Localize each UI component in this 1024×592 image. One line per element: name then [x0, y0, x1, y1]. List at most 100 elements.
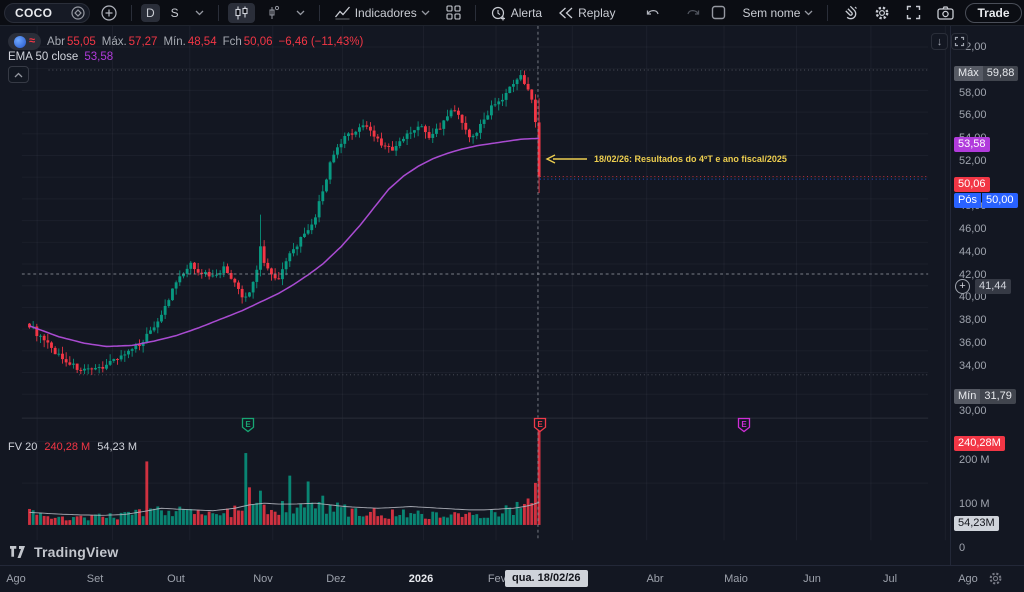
open-value: 55,05: [66, 35, 96, 48]
chevron-down-icon: [421, 10, 430, 15]
alert-clock-icon: [491, 6, 505, 20]
crosshair-price-chip: 41,44: [975, 279, 1011, 294]
volume-chip-value: 240,28M: [954, 436, 1005, 451]
svg-text:E: E: [537, 420, 543, 429]
ema-legend-row[interactable]: EMA 50 close 53,58: [8, 51, 113, 63]
chart-style-menu-button[interactable]: [291, 8, 310, 18]
gear-icon: [876, 6, 889, 19]
symbol-legend-pill[interactable]: ≈: [8, 33, 42, 50]
camera-icon: [937, 5, 955, 20]
axis-tick-label: 40,00: [959, 291, 987, 303]
reset-scale-icon: [954, 36, 965, 47]
annotation-arrow-icon: [545, 154, 587, 164]
month-label-abr: Abr: [646, 573, 664, 585]
indicators-button[interactable]: Indicadores: [329, 3, 435, 22]
price-scale[interactable]: 62,0058,0056,0054,0052,0048,0046,0044,00…: [950, 26, 1024, 565]
earnings-current-badge[interactable]: E: [532, 417, 548, 438]
time-axis-settings-button[interactable]: [988, 571, 1003, 591]
axis-tick-label: 30,00: [959, 405, 987, 417]
time-scale[interactable]: AgoSetOutNovDez2026FevMarAbrMaioJunJulAg…: [0, 565, 1024, 592]
axis-tick-label: 44,00: [959, 246, 987, 258]
volume-current-chip: 240,28M: [954, 436, 1005, 451]
axis-tick-label: 38,00: [959, 314, 987, 326]
redo-arrow-icon: [687, 9, 700, 15]
indicators-icon: [334, 6, 350, 20]
earnings-reported-badge[interactable]: E: [240, 417, 256, 438]
alert-button[interactable]: Alerta: [485, 3, 547, 23]
chart-pane[interactable]: ≈ Abr 55,05 Máx. 57,27 Mín. 48,54 Fch 50,06 …: [0, 26, 950, 565]
axis-tick-label: 34,00: [959, 360, 987, 372]
layout-grid-button[interactable]: [441, 3, 466, 22]
replay-label: Replay: [578, 5, 616, 20]
last-price-chip: 50,06: [954, 177, 990, 192]
axis-tick-label: 0: [959, 542, 966, 554]
timeframe-menu-button[interactable]: [190, 8, 209, 18]
axis-tick-label: 56,00: [959, 109, 987, 121]
chevron-down-icon: [805, 10, 813, 15]
max-chip-value: 59,88: [982, 66, 1019, 81]
month-label-ago: Ago: [6, 573, 26, 585]
month-label-dez: Dez: [326, 573, 346, 585]
volume-ma-chip-value: 54,23M: [954, 516, 999, 531]
alert-label: Alerta: [510, 5, 543, 20]
earnings-annotation[interactable]: 18/02/26: Resultados do 4ºT e ano fiscal…: [543, 152, 787, 166]
reset-price-scale-button[interactable]: [951, 33, 968, 50]
add-alert-plus-button[interactable]: +: [955, 279, 970, 294]
replay-rewind-icon: [559, 7, 573, 18]
change-value: −6,46 (−11,43%): [278, 35, 364, 48]
expand-pane-button[interactable]: [8, 66, 29, 83]
top-toolbar: COCO D S Ind: [0, 0, 1024, 26]
undo-button[interactable]: [640, 5, 666, 21]
annotation-text: 18/02/26: Resultados do 4ºT e ano fiscal…: [594, 154, 787, 164]
symbol-legend-row[interactable]: ≈ Abr 55,05 Máx. 57,27 Mín. 48,54 Fch 50,06 …: [8, 33, 363, 50]
earnings-estimate-badge[interactable]: E: [736, 417, 752, 438]
chevron-up-icon: [14, 72, 23, 77]
undo-arrow-icon: [647, 9, 660, 15]
layout-name-button[interactable]: Sem nome: [737, 4, 818, 22]
close-value: 50,06: [243, 35, 273, 48]
toolbar-separator: [474, 4, 476, 21]
gear-icon: [989, 572, 1002, 585]
earnings-shield-icon: E: [241, 417, 255, 433]
tradingview-logo-text: TradingView: [34, 544, 119, 560]
volume-ma-value: 54,23 M: [97, 441, 137, 453]
fullscreen-button[interactable]: [901, 3, 926, 22]
earnings-shield-icon: E: [533, 417, 547, 433]
quick-search-button[interactable]: [837, 3, 863, 23]
redo-button[interactable]: [680, 5, 706, 21]
month-label-ago: Ago: [958, 573, 978, 585]
timeframe-s-button[interactable]: S: [170, 5, 179, 20]
axis-tick-label: 100 M: [959, 498, 990, 510]
chart-type-candles-button[interactable]: [227, 2, 255, 23]
svg-text:E: E: [741, 420, 747, 429]
trade-button[interactable]: Trade: [965, 2, 1022, 23]
chart-settings-button[interactable]: [869, 3, 895, 23]
post-chip-label: Pós: [954, 193, 981, 208]
chart-style-extra-button[interactable]: [261, 3, 285, 23]
high-value: 57,27: [128, 35, 158, 48]
month-label-nov: Nov: [253, 573, 273, 585]
timeframe-day-button[interactable]: D: [141, 3, 160, 22]
replay-button[interactable]: Replay: [553, 4, 620, 22]
crosshair-chip-value: 41,44: [975, 279, 1011, 294]
tradingview-logo[interactable]: TradingView: [10, 544, 118, 560]
axis-tick-label: 58,00: [959, 87, 987, 99]
compare-add-symbol-button[interactable]: [96, 3, 122, 23]
axis-tick-label: 52,00: [959, 155, 987, 167]
toolbar-separator: [318, 4, 320, 21]
volume-legend-row[interactable]: FV 20 240,28 M 54,23 M: [8, 441, 137, 453]
max-price-chip: Máx 59,88: [954, 66, 1019, 81]
symbol-search-box[interactable]: COCO: [4, 2, 90, 23]
earnings-shield-icon: E: [737, 417, 751, 433]
checkbox-square-icon: [712, 5, 726, 20]
scroll-to-recent-bar-button[interactable]: ↓: [931, 33, 948, 50]
snapshot-button[interactable]: [932, 4, 959, 22]
save-layout-checkbox[interactable]: [706, 3, 731, 22]
volume-ma-chip: 54,23M: [954, 516, 999, 531]
toolbar-separator: [131, 4, 132, 21]
month-label-out: Out: [167, 573, 185, 585]
min-price-chip: Mín 31,79: [954, 389, 1016, 404]
month-label-2026: 2026: [408, 573, 434, 585]
magnet-icon: [845, 5, 858, 19]
max-chip-label: Máx: [954, 66, 983, 81]
